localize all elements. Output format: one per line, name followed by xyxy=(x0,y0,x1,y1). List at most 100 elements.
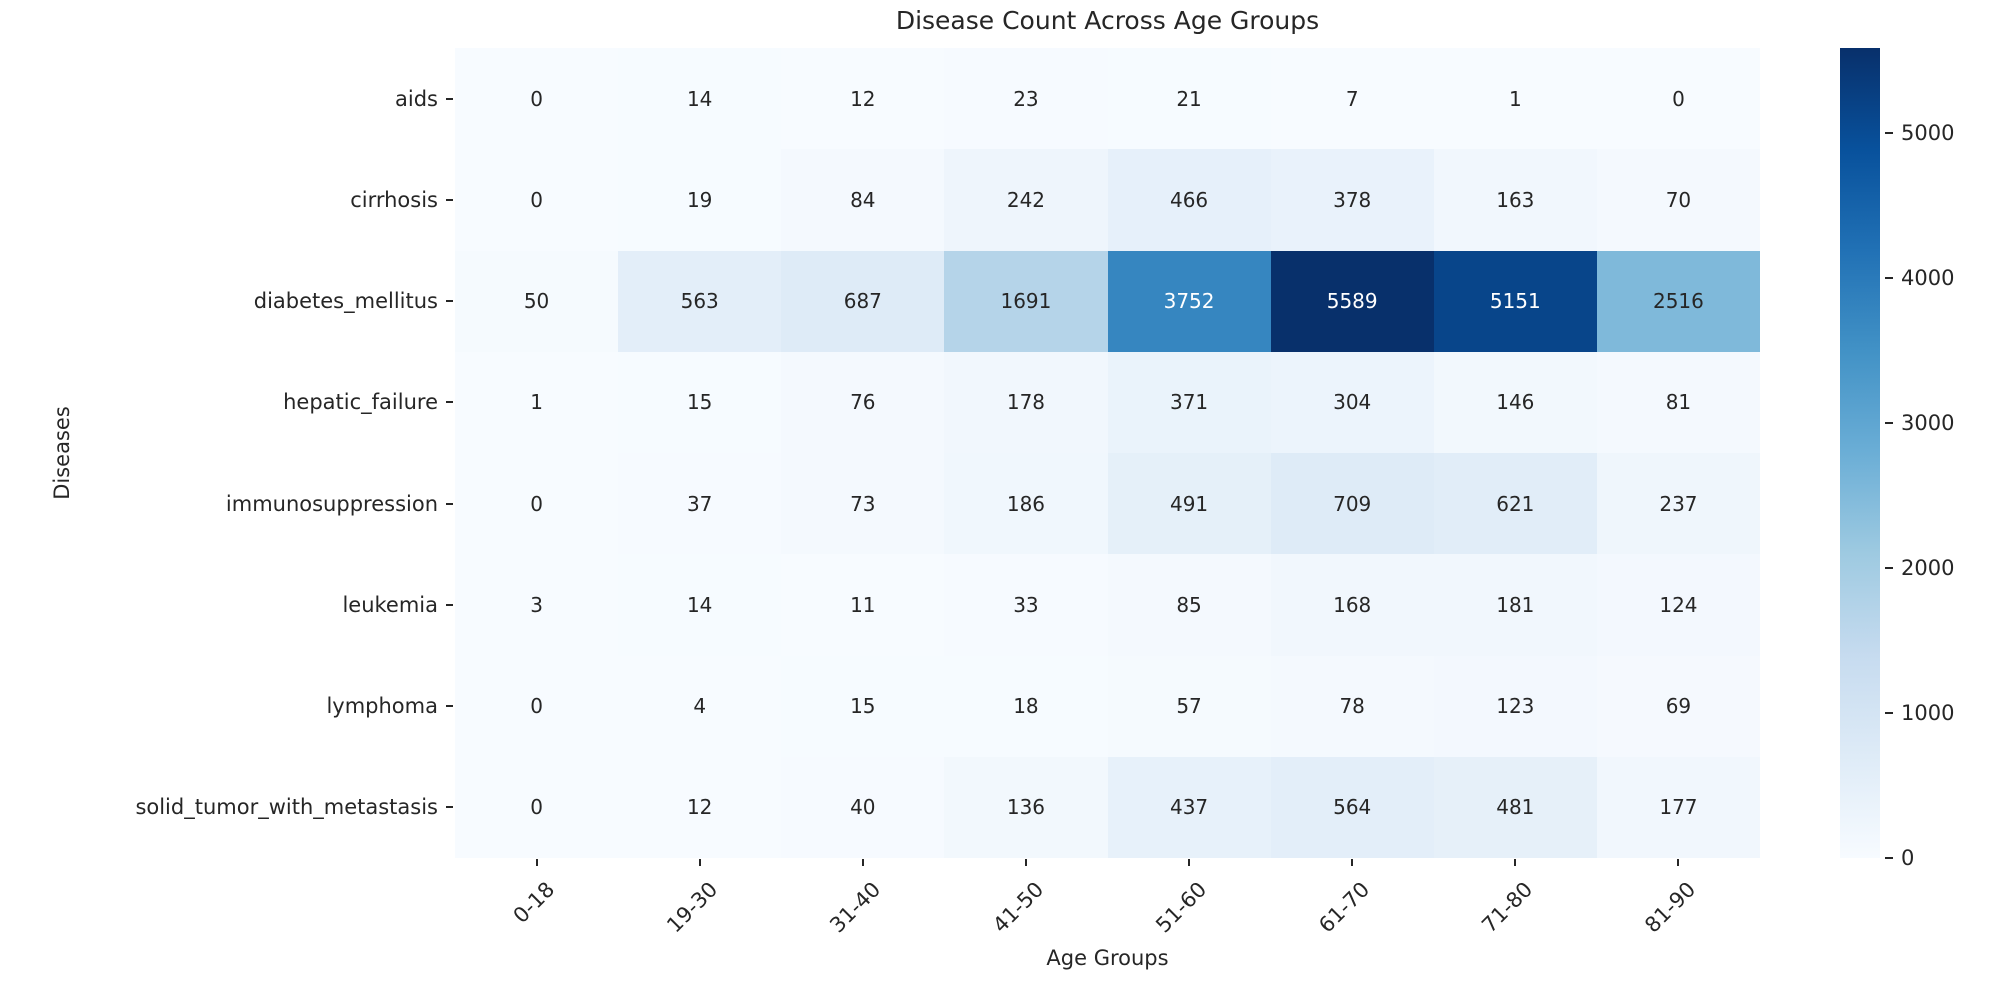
heatmap-cell: 709 xyxy=(1270,453,1434,555)
heatmap-cell: 11 xyxy=(781,554,945,656)
heatmap-cell: 18 xyxy=(944,655,1108,757)
heatmap-cell: 177 xyxy=(1596,756,1760,858)
heatmap-cell: 1 xyxy=(455,351,619,453)
heatmap-cell: 0 xyxy=(455,48,619,150)
colorbar-tick-label: 0 xyxy=(1901,846,1915,870)
x-tick-mark xyxy=(698,859,701,866)
y-tick-label: diabetes_mellitus xyxy=(253,289,438,314)
heatmap-cell: 81 xyxy=(1596,351,1760,453)
colorbar-tick-mark xyxy=(1885,567,1893,570)
heatmap-cell: 5151 xyxy=(1433,250,1597,352)
colorbar-tick-mark xyxy=(1885,712,1893,715)
heatmap-cell: 50 xyxy=(455,250,619,352)
y-tick-label: solid_tumor_with_metastasis xyxy=(135,795,438,820)
x-tick-mark xyxy=(1188,859,1191,866)
x-tick-mark xyxy=(1024,859,1027,866)
heatmap-cell: 0 xyxy=(1596,48,1760,150)
heatmap-cell: 1691 xyxy=(944,250,1108,352)
heatmap-cell: 3752 xyxy=(1107,250,1271,352)
heatmap-cell: 0 xyxy=(455,453,619,555)
heatmap-cell: 69 xyxy=(1596,655,1760,757)
heatmap-cell: 14 xyxy=(618,554,782,656)
heatmap-cell: 481 xyxy=(1433,756,1597,858)
colorbar-tick-label: 1000 xyxy=(1901,701,1955,726)
colorbar-tick-mark xyxy=(1885,857,1893,859)
heatmap-cell: 146 xyxy=(1433,351,1597,453)
heatmap-cell: 73 xyxy=(781,453,945,555)
heatmap-cell: 0 xyxy=(455,756,619,858)
heatmap-cell: 40 xyxy=(781,756,945,858)
heatmap-cell: 237 xyxy=(1596,453,1760,555)
colorbar-tick-label: 2000 xyxy=(1901,556,1955,581)
heatmap-cell: 163 xyxy=(1433,149,1597,251)
y-tick-label: cirrhosis xyxy=(350,187,438,212)
heatmap-cell: 7 xyxy=(1270,48,1434,150)
heatmap-cell: 78 xyxy=(1270,655,1434,757)
x-tick-mark xyxy=(1351,859,1354,866)
heatmap-cell: 304 xyxy=(1270,351,1434,453)
colorbar-tick-mark xyxy=(1885,422,1893,425)
x-tick-mark xyxy=(1677,859,1680,866)
y-tick-mark xyxy=(446,502,453,505)
heatmap-cell: 437 xyxy=(1107,756,1271,858)
heatmap-cell: 3 xyxy=(455,554,619,656)
y-tick-label: leukemia xyxy=(342,592,438,617)
heatmap-cell: 15 xyxy=(781,655,945,757)
y-tick-label: aids xyxy=(395,86,438,111)
heatmap-cell: 23 xyxy=(944,48,1108,150)
chart-title: Disease Count Across Age Groups xyxy=(895,6,1320,35)
heatmap-cell: 466 xyxy=(1107,149,1271,251)
heatmap-cell: 1 xyxy=(1433,48,1597,150)
y-tick-label: lymphoma xyxy=(326,694,438,719)
y-axis-label: Diseases xyxy=(50,406,74,500)
heatmap-cell: 57 xyxy=(1107,655,1271,757)
x-tick-label: 19-30 xyxy=(661,877,722,938)
x-tick-mark xyxy=(1514,859,1517,866)
colorbar-tick-label: 3000 xyxy=(1901,411,1955,436)
heatmap-cell: 0 xyxy=(455,149,619,251)
heatmap-cell: 14 xyxy=(618,48,782,150)
heatmap-cell: 378 xyxy=(1270,149,1434,251)
y-tick-mark xyxy=(446,198,453,201)
x-tick-label: 61-70 xyxy=(1314,877,1375,938)
colorbar xyxy=(1840,48,1880,858)
y-tick-label: hepatic_failure xyxy=(283,390,438,415)
heatmap-cell: 2516 xyxy=(1596,250,1760,352)
x-tick-label: 51-60 xyxy=(1151,877,1212,938)
x-tick-label: 31-40 xyxy=(824,877,886,938)
heatmap-cell: 564 xyxy=(1270,756,1434,858)
heatmap-cell: 12 xyxy=(781,48,945,150)
x-tick-label: 41-50 xyxy=(988,877,1049,938)
heatmap-cell: 70 xyxy=(1596,149,1760,251)
heatmap-grid: 0 14 12 23 21 7 1 0 0 19 84 242 466 378 163 70 50 563 687 1… xyxy=(455,48,1760,858)
colorbar-tick-mark xyxy=(1885,277,1893,280)
colorbar-tick-label: 5000 xyxy=(1901,121,1955,146)
heatmap-cell: 15 xyxy=(618,351,782,453)
x-axis-label: Age Groups xyxy=(1046,946,1169,970)
heatmap-cell: 178 xyxy=(944,351,1108,453)
heatmap-cell: 21 xyxy=(1107,48,1271,150)
heatmap-cell: 687 xyxy=(781,250,945,352)
heatmap-cell: 85 xyxy=(1107,554,1271,656)
heatmap-cell: 76 xyxy=(781,351,945,453)
heatmap-cell: 181 xyxy=(1433,554,1597,656)
y-tick-label: immunosuppression xyxy=(225,491,438,516)
heatmap-cell: 371 xyxy=(1107,351,1271,453)
y-tick-mark xyxy=(446,97,453,100)
x-tick-label: 0-18 xyxy=(508,877,559,928)
heatmap-cell: 4 xyxy=(618,655,782,757)
heatmap-cell: 33 xyxy=(944,554,1108,656)
x-tick-label: 71-80 xyxy=(1477,877,1538,938)
y-tick-mark xyxy=(446,806,453,809)
heatmap-cell: 168 xyxy=(1270,554,1434,656)
heatmap-cell: 563 xyxy=(618,250,782,352)
x-tick-mark xyxy=(535,859,538,866)
heatmap-cell: 123 xyxy=(1433,655,1597,757)
heatmap-cell: 136 xyxy=(944,756,1108,858)
y-tick-mark xyxy=(446,705,453,708)
heatmap-cell: 242 xyxy=(944,149,1108,251)
colorbar-tick-label: 4000 xyxy=(1901,266,1955,291)
heatmap-cell: 5589 xyxy=(1270,250,1434,352)
y-tick-mark xyxy=(446,300,453,303)
